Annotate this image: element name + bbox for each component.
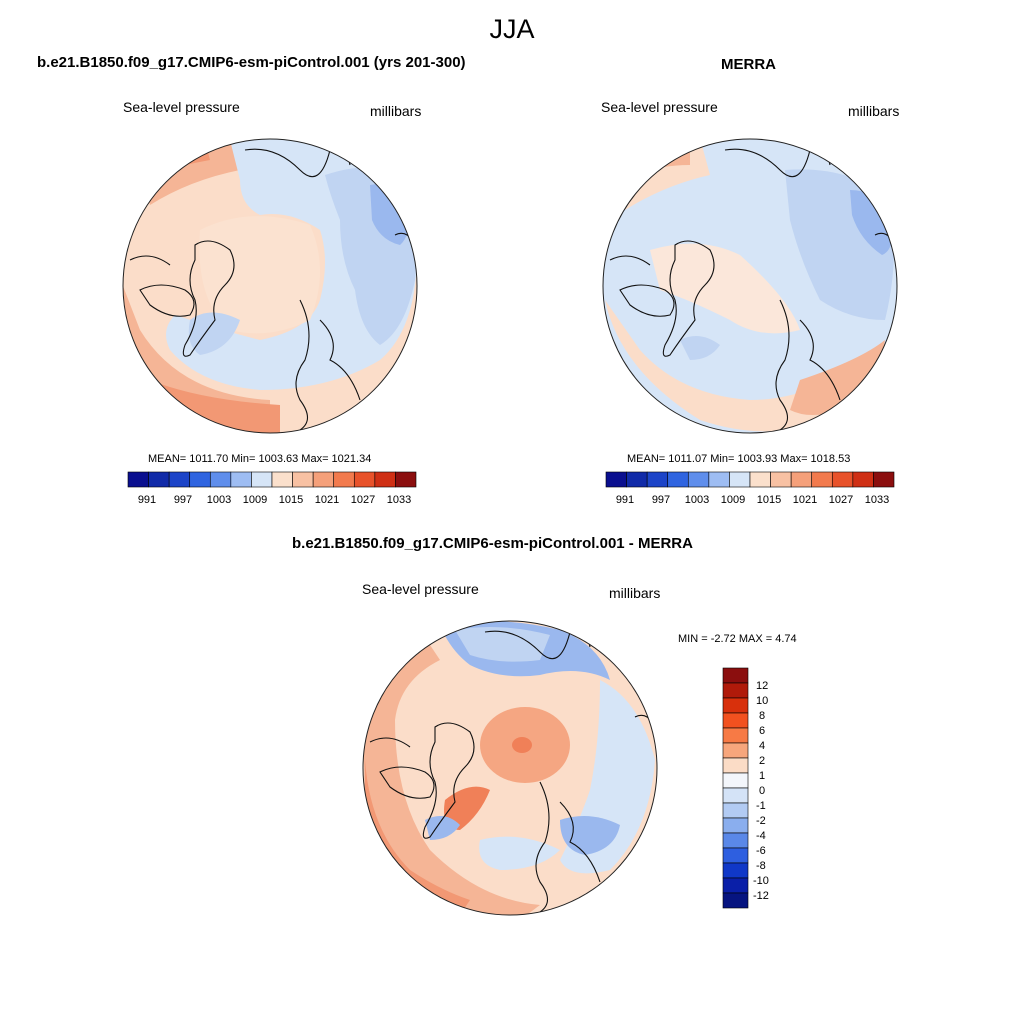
- obs-colorbar: [605, 471, 895, 488]
- colorbar-swatch: [667, 471, 689, 488]
- colorbar-swatch: [353, 471, 376, 488]
- colorbar-tick: -12: [753, 890, 769, 902]
- colorbar-swatch: [209, 471, 232, 488]
- colorbar-tick: -10: [753, 875, 769, 887]
- model-variable-label: Sea-level pressure: [123, 99, 240, 115]
- colorbar-tick: 1027: [350, 494, 376, 506]
- colorbar-tick: -1: [756, 800, 766, 812]
- colorbar-swatch: [722, 682, 749, 699]
- colorbar-swatch: [722, 727, 749, 744]
- colorbar-swatch: [722, 772, 749, 789]
- colorbar-tick: 1009: [242, 494, 268, 506]
- colorbar-swatch: [811, 471, 833, 488]
- colorbar-swatch: [852, 471, 874, 488]
- model-stats: MEAN= 1011.70 Min= 1003.63 Max= 1021.34: [148, 453, 372, 465]
- colorbar-tick: 12: [756, 680, 769, 692]
- colorbar-swatch: [722, 892, 749, 909]
- model-panel-title: b.e21.B1850.f09_g17.CMIP6-esm-piControl.…: [37, 54, 466, 71]
- colorbar-swatch: [312, 471, 335, 488]
- colorbar-tick: 2: [759, 755, 766, 767]
- colorbar-swatch: [722, 712, 749, 729]
- colorbar-swatch: [708, 471, 730, 488]
- colorbar-swatch: [148, 471, 170, 488]
- colorbar-tick: 10: [756, 695, 769, 707]
- colorbar-tick: -2: [756, 815, 766, 827]
- colorbar-swatch: [189, 471, 211, 488]
- diff-colorbar: [722, 667, 749, 909]
- colorbar-swatch: [722, 862, 749, 879]
- obs-variable-label: Sea-level pressure: [601, 99, 718, 115]
- colorbar-tick: 1021: [314, 494, 340, 506]
- colorbar-tick: 1003: [684, 494, 710, 506]
- colorbar-swatch: [749, 471, 771, 488]
- colorbar-swatch: [722, 832, 749, 849]
- colorbar-swatch: [374, 471, 396, 488]
- colorbar-swatch: [722, 787, 749, 804]
- diff-panel-title: b.e21.B1850.f09_g17.CMIP6-esm-piControl.…: [292, 535, 693, 552]
- colorbar-swatch: [626, 471, 648, 488]
- diff-units-label: millibars: [609, 585, 661, 601]
- colorbar-swatch: [722, 877, 749, 894]
- page-title: JJA: [489, 14, 535, 44]
- colorbar-swatch: [790, 471, 813, 488]
- model-colorbar: [127, 471, 417, 488]
- obs-units-label: millibars: [848, 103, 900, 119]
- obs-panel-title: MERRA: [721, 56, 776, 73]
- colorbar-swatch: [271, 471, 293, 488]
- colorbar-tick: 1009: [720, 494, 746, 506]
- colorbar-swatch: [251, 471, 273, 488]
- colorbar-swatch: [646, 471, 669, 488]
- colorbar-tick: 997: [651, 494, 671, 506]
- colorbar-swatch: [722, 757, 749, 774]
- diff-minmax: MIN = -2.72 MAX = 4.74: [678, 633, 797, 645]
- colorbar-tick: 1033: [864, 494, 890, 506]
- colorbar-swatch: [831, 471, 854, 488]
- colorbar-swatch: [687, 471, 710, 488]
- colorbar-swatch: [230, 471, 252, 488]
- colorbar-tick: 1021: [792, 494, 818, 506]
- colorbar-tick: 1003: [206, 494, 232, 506]
- colorbar-tick: 1: [759, 770, 766, 782]
- colorbar-swatch: [722, 817, 749, 834]
- colorbar-swatch: [722, 802, 749, 819]
- colorbar-tick: 0: [759, 785, 766, 797]
- colorbar-tick: 1015: [756, 494, 782, 506]
- colorbar-swatch: [127, 471, 149, 488]
- colorbar-swatch: [333, 471, 355, 488]
- colorbar-swatch: [605, 471, 627, 488]
- colorbar-tick: 1027: [828, 494, 854, 506]
- colorbar-swatch: [722, 742, 749, 759]
- colorbar-tick: -6: [756, 845, 766, 857]
- colorbar-tick: -8: [756, 860, 766, 872]
- colorbar-tick: 8: [759, 710, 766, 722]
- colorbar-swatch: [722, 667, 749, 684]
- colorbar-swatch: [770, 471, 792, 488]
- colorbar-swatch: [722, 847, 749, 864]
- model-units-label: millibars: [370, 103, 422, 119]
- colorbar-tick: 991: [615, 494, 635, 506]
- colorbar-swatch: [168, 471, 191, 488]
- colorbar-tick: 1015: [278, 494, 304, 506]
- colorbar-swatch: [722, 697, 749, 714]
- colorbar-tick: 997: [173, 494, 193, 506]
- colorbar-tick: 991: [137, 494, 157, 506]
- colorbar-swatch: [729, 471, 751, 488]
- colorbar-tick: 6: [759, 725, 766, 737]
- colorbar-tick: 1033: [386, 494, 412, 506]
- colorbar-swatch: [395, 471, 417, 488]
- colorbar-tick: 4: [759, 740, 766, 752]
- colorbar-swatch: [873, 471, 895, 488]
- colorbar-tick: -4: [756, 830, 766, 842]
- colorbar-swatch: [292, 471, 314, 488]
- obs-stats: MEAN= 1011.07 Min= 1003.93 Max= 1018.53: [627, 453, 851, 465]
- diff-variable-label: Sea-level pressure: [362, 581, 479, 597]
